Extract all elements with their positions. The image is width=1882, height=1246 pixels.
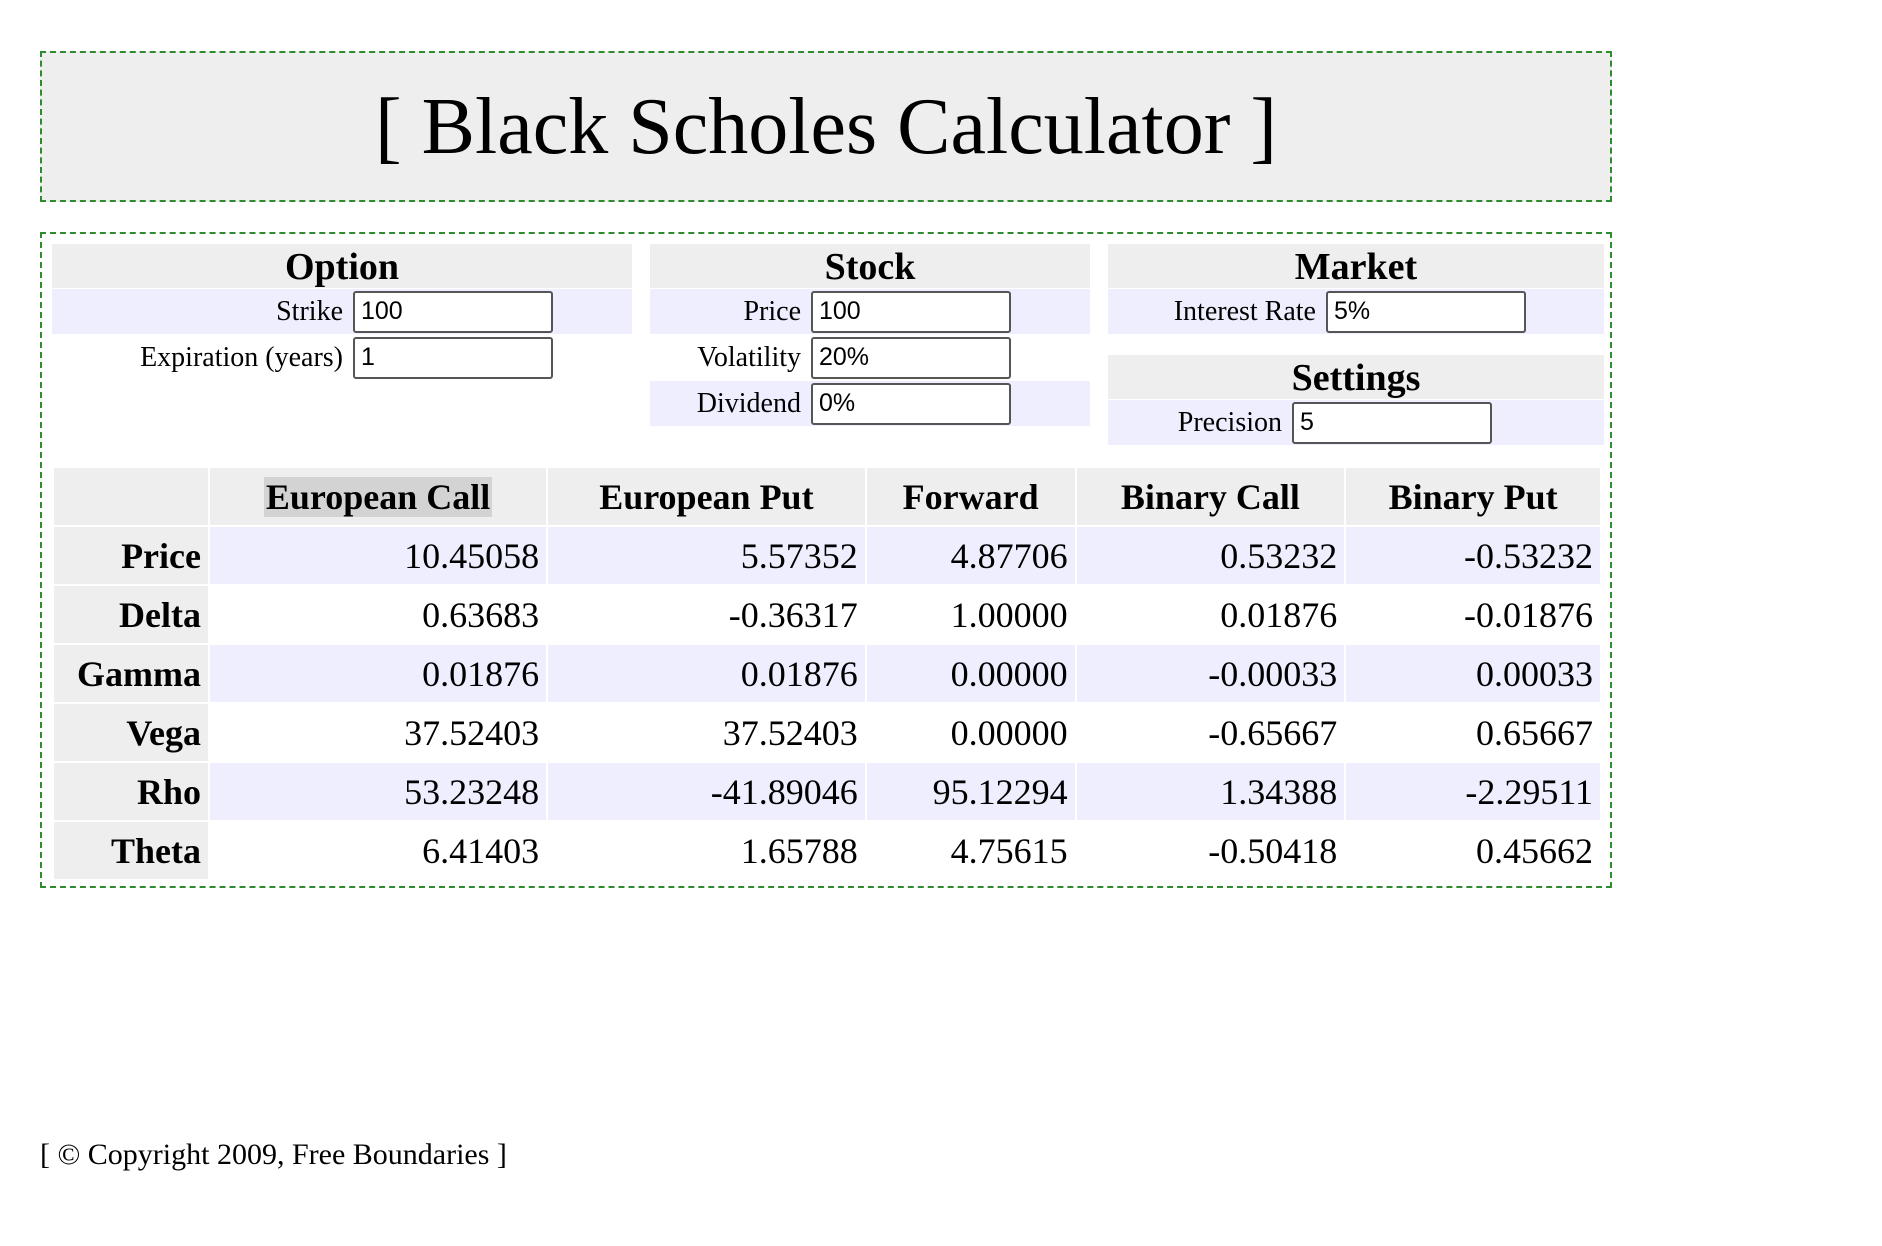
results-table: European Call European Put Forward Binar… [52,466,1602,881]
interest-rate-row: Interest Rate [1108,289,1604,334]
table-cell: 37.52403 [404,712,540,753]
row-label-rho: Rho [54,763,208,820]
table-cell: -0.01876 [1464,594,1593,635]
interest-rate-label: Interest Rate [1173,295,1316,327]
table-cell: 53.23248 [210,763,547,820]
row-label-gamma: Gamma [54,645,208,702]
table-cell: 1.34388 [1076,763,1345,820]
table-cell: 1.00000 [950,594,1068,635]
table-cell: 37.52403 [722,712,858,753]
table-row: Price 10.45058 5.57352 4.87706 0.53232 -… [54,527,1600,584]
row-label-vega: Vega [54,704,208,761]
table-row: Gamma 0.01876 0.01876 0.00000 -0.00033 0… [54,645,1600,702]
table-cell: -2.29511 [1346,763,1600,820]
page-header: [ Black Scholes Calculator ] [40,51,1612,202]
column-header-binary-call[interactable]: Binary Call [1076,468,1345,525]
volatility-input[interactable] [811,336,1011,379]
interest-rate-input[interactable] [1326,290,1526,333]
precision-row: Precision [1108,400,1604,445]
table-cell: 1.65788 [740,830,858,871]
table-cell: -0.00033 [1076,645,1345,702]
table-cell: 6.41403 [422,830,540,871]
table-cell: 0.65667 [1476,712,1593,753]
stock-title: Stock [650,244,1090,288]
expiration-input[interactable] [353,336,553,379]
stock-price-input[interactable] [811,290,1011,333]
copyright-footer: [ © Copyright 2009, Free Boundaries ] [40,1138,507,1171]
table-cell: 0.00033 [1346,645,1600,702]
stock-group: Stock Price Volatility Dividend [650,244,1090,426]
table-cell: -0.36317 [728,594,858,635]
table-cell: 0.01876 [548,645,865,702]
table-cell: 0.01876 [1220,594,1338,635]
strike-row: Strike [52,289,632,334]
market-title: Market [1108,244,1604,288]
table-cell: 0.63683 [422,594,540,635]
strike-label: Strike [276,295,343,327]
expiration-label: Expiration (years) [140,341,343,373]
table-cell: 0.45662 [1476,830,1593,871]
option-title: Option [52,244,632,288]
dividend-row: Dividend [650,381,1090,426]
row-label-price: Price [54,527,208,584]
precision-input[interactable] [1292,401,1492,444]
table-row: Vega 37.52403 37.52403 0.00000 -0.65667 … [54,704,1600,761]
page-title: [ Black Scholes Calculator ] [375,82,1277,171]
results-header-row: European Call European Put Forward Binar… [54,468,1600,525]
calculator-panel: Option Strike Expiration (years) Stock P… [40,232,1612,888]
column-header-european-call[interactable]: European Call [210,468,547,525]
table-row: Delta 0.63683 -0.36317 1.00000 0.01876 -… [54,586,1600,643]
row-label-delta: Delta [54,586,208,643]
expiration-row: Expiration (years) [52,335,632,380]
market-group: Market Interest Rate [1108,244,1604,334]
table-cell: -0.50418 [1208,830,1338,871]
table-cell: 10.45058 [210,527,547,584]
row-label-theta: Theta [54,822,208,879]
column-header-binary-put[interactable]: Binary Put [1346,468,1600,525]
table-cell: -0.53232 [1346,527,1600,584]
corner-cell [54,468,208,525]
table-cell: -0.65667 [1208,712,1338,753]
table-cell: 4.87706 [866,527,1075,584]
dividend-label: Dividend [696,387,801,419]
strike-input[interactable] [353,290,553,333]
table-cell: 4.75615 [950,830,1068,871]
table-row: Theta 6.41403 1.65788 4.75615 -0.50418 0… [54,822,1600,879]
table-row: Rho 53.23248 -41.89046 95.12294 1.34388 … [54,763,1600,820]
column-header-european-put[interactable]: European Put [548,468,865,525]
precision-label: Precision [1177,406,1282,438]
column-header-forward[interactable]: Forward [866,468,1075,525]
option-group: Option Strike Expiration (years) [52,244,632,380]
table-cell: 0.00000 [950,712,1068,753]
table-cell: 5.57352 [548,527,865,584]
table-cell: 0.00000 [866,645,1075,702]
dividend-input[interactable] [811,382,1011,425]
table-cell: 95.12294 [866,763,1075,820]
stock-price-row: Price [650,289,1090,334]
volatility-row: Volatility [650,335,1090,380]
settings-title: Settings [1108,355,1604,399]
volatility-label: Volatility [697,341,801,373]
stock-price-label: Price [743,295,801,327]
table-cell: -41.89046 [548,763,865,820]
table-cell: 0.53232 [1076,527,1345,584]
settings-group: Settings Precision [1108,355,1604,445]
table-cell: 0.01876 [210,645,547,702]
